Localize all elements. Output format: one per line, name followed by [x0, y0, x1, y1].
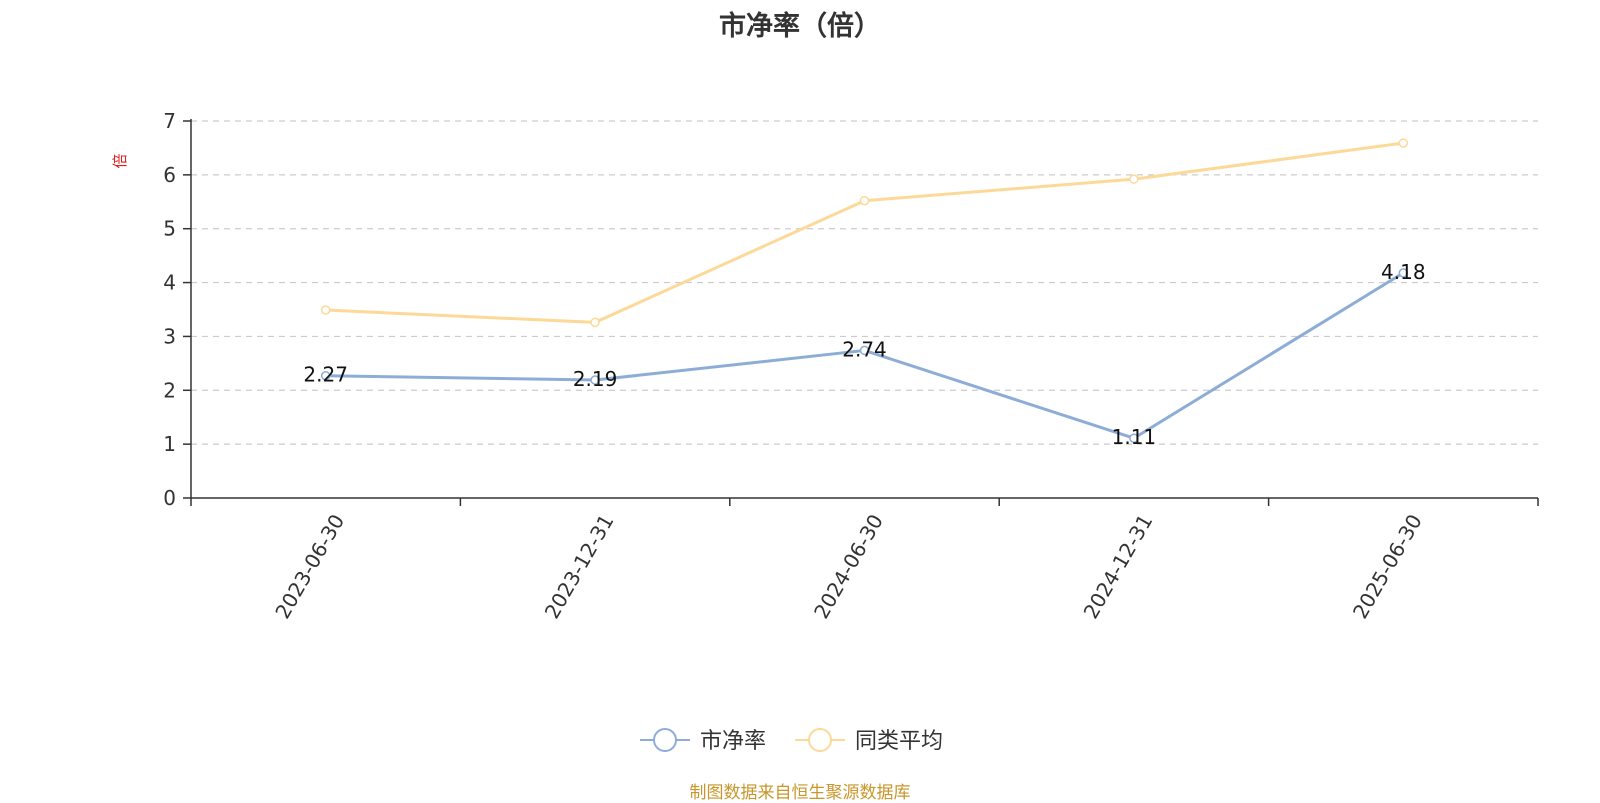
- data-label: 2.27: [303, 363, 348, 387]
- y-tick-label: 7: [163, 109, 176, 133]
- y-axis-unit-label: 倍: [111, 153, 129, 168]
- data-labels: 2.27 2.19 2.74 1.11 4.18: [303, 260, 1425, 449]
- y-tick-label: 0: [163, 486, 176, 510]
- x-tick-label: 2023-12-31: [540, 510, 619, 623]
- data-point[interactable]: [1129, 433, 1139, 443]
- legend-item[interactable]: 市净率: [640, 728, 766, 754]
- data-point[interactable]: [859, 345, 870, 356]
- data-point[interactable]: [1398, 268, 1409, 278]
- y-tick-label: 2: [163, 378, 176, 402]
- series-line: [325, 141, 1404, 324]
- data-label: 4.18: [1381, 260, 1426, 284]
- legend-item[interactable]: 同类平均: [795, 728, 943, 754]
- y-tick-label: 3: [163, 324, 176, 348]
- data-point[interactable]: [320, 305, 331, 315]
- data-point[interactable]: [859, 195, 870, 206]
- x-tick-label: 2025-06-30: [1348, 510, 1427, 623]
- y-tick-label: 6: [163, 163, 176, 187]
- series-lines: [320, 138, 1409, 443]
- data-label: 1.11: [1112, 425, 1157, 449]
- grid-lines: [191, 120, 1538, 445]
- data-point[interactable]: [590, 375, 600, 385]
- y-tick-label: 4: [163, 271, 176, 295]
- x-tick-label: 2024-06-30: [809, 510, 888, 623]
- x-tick-label: 2023-06-30: [270, 510, 349, 623]
- legend-marker: [808, 728, 832, 752]
- y-tick-label: 1: [163, 432, 176, 456]
- axes: 0 1 2 3 4 5 6 7 2023-06-30 2023-12-31 2024-06-30 20…: [163, 109, 1539, 623]
- data-label: 2.19: [573, 367, 618, 391]
- chart-title: 市净率（倍）: [719, 11, 881, 42]
- data-point[interactable]: [1129, 174, 1139, 184]
- data-source-note: 制图数据来自恒生聚源数据库: [689, 783, 911, 803]
- data-point[interactable]: [320, 370, 331, 381]
- legend-label: 同类平均: [855, 729, 943, 754]
- legend-label: 市净率: [700, 729, 766, 754]
- data-point[interactable]: [1398, 138, 1409, 148]
- data-point[interactable]: [590, 317, 600, 328]
- legend-marker: [653, 728, 677, 752]
- legend[interactable]: 市净率 同类平均: [640, 728, 943, 754]
- y-tick-label: 5: [163, 217, 176, 241]
- data-label: 2.74: [842, 337, 887, 361]
- x-tick-label: 2024-12-31: [1078, 510, 1157, 623]
